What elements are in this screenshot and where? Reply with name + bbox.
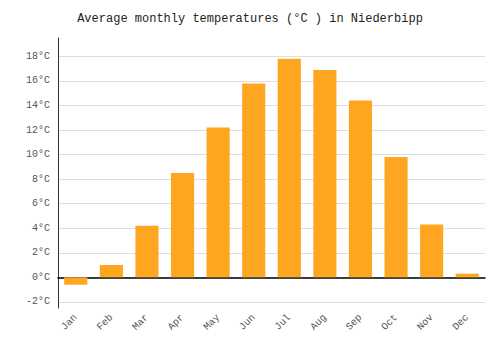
svg-text:Sep: Sep [344,312,364,332]
svg-text:Nov: Nov [415,312,435,332]
svg-text:6°C: 6°C [32,198,50,209]
svg-text:18°C: 18°C [26,51,50,62]
svg-text:4°C: 4°C [32,223,50,234]
svg-text:Aug: Aug [308,312,328,332]
svg-text:14°C: 14°C [26,100,50,111]
svg-text:Jun: Jun [237,312,257,332]
svg-text:Mar: Mar [130,312,150,332]
svg-text:Feb: Feb [95,312,115,332]
svg-text:Average monthly temperatures (: Average monthly temperatures (°C ) in Ni… [77,12,423,26]
svg-text:Oct: Oct [379,312,399,332]
svg-text:12°C: 12°C [26,125,50,136]
svg-text:16°C: 16°C [26,75,50,86]
svg-text:10°C: 10°C [26,149,50,160]
svg-text:May: May [202,312,222,332]
svg-text:Apr: Apr [166,312,186,332]
svg-text:-2°C: -2°C [26,296,50,307]
svg-text:Jul: Jul [273,312,293,332]
svg-text:8°C: 8°C [32,174,50,185]
svg-text:2°C: 2°C [32,247,50,258]
svg-text:Dec: Dec [451,312,471,332]
svg-text:0°C: 0°C [32,272,50,283]
svg-text:Jan: Jan [59,312,79,332]
